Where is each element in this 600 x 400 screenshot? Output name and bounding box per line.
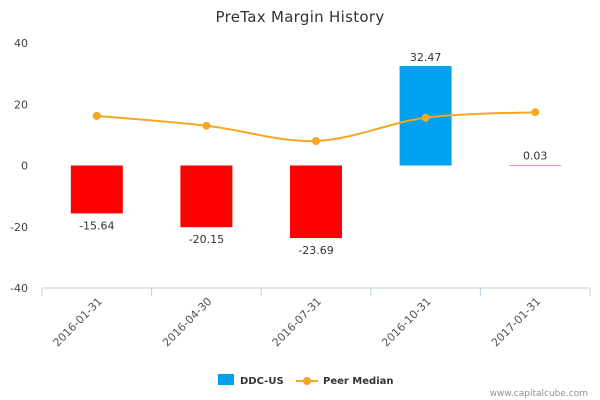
peer-median-point-2016-07-31	[312, 137, 320, 145]
bar-2016-07-31	[290, 165, 342, 239]
peer-median-series	[92, 108, 540, 145]
chart-title: PreTax Margin History	[215, 8, 384, 26]
legend-swatch-ddc-us	[218, 374, 234, 385]
x-tick-label: 2017-01-31	[489, 295, 543, 349]
credit-text: www.capitalcube.com	[490, 389, 588, 399]
peer-median-point-2016-04-30	[202, 121, 211, 130]
x-tick-label: 2016-07-31	[270, 295, 324, 349]
x-axis: 2016-01-31 2016-04-30 2016-07-31 2016-10-31…	[41, 287, 591, 349]
y-tick-label: 0	[21, 160, 28, 173]
peer-median-line	[96, 111, 536, 143]
y-tick-label: -40	[10, 282, 28, 295]
bar-series	[70, 66, 562, 239]
peer-median-point-2016-10-31	[421, 113, 430, 122]
bar-value-label: -15.64	[79, 219, 114, 232]
x-tick-label: 2016-01-31	[51, 295, 105, 349]
bar-value-label: 0.03	[523, 150, 548, 163]
legend-label-ddc-us: DDC-US	[240, 376, 284, 387]
legend: DDC-US Peer Median	[218, 374, 394, 387]
bar-value-labels: -15.64 -20.15 -23.69 32.47 0.03	[79, 51, 547, 257]
y-tick-label: 20	[14, 98, 28, 111]
y-tick-label: 40	[14, 37, 28, 50]
y-tick-label: -20	[10, 221, 28, 234]
bar-value-label: 32.47	[410, 51, 442, 64]
bar-value-label: -23.69	[298, 244, 333, 257]
legend-swatch-peer-median-marker	[303, 377, 311, 385]
y-axis: -40 -20 0 20 40	[10, 37, 28, 295]
bar-2017-01-31	[509, 165, 562, 167]
x-tick-label: 2016-10-31	[379, 295, 433, 349]
bar-value-label: -20.15	[189, 233, 224, 246]
peer-median-point-2016-01-31	[92, 111, 101, 120]
bar-2016-04-30	[180, 165, 233, 228]
bar-2016-01-31	[70, 165, 123, 214]
x-tick-label: 2016-04-30	[160, 295, 214, 349]
legend-label-peer-median: Peer Median	[323, 376, 394, 387]
peer-median-point-2017-01-31	[531, 108, 540, 117]
